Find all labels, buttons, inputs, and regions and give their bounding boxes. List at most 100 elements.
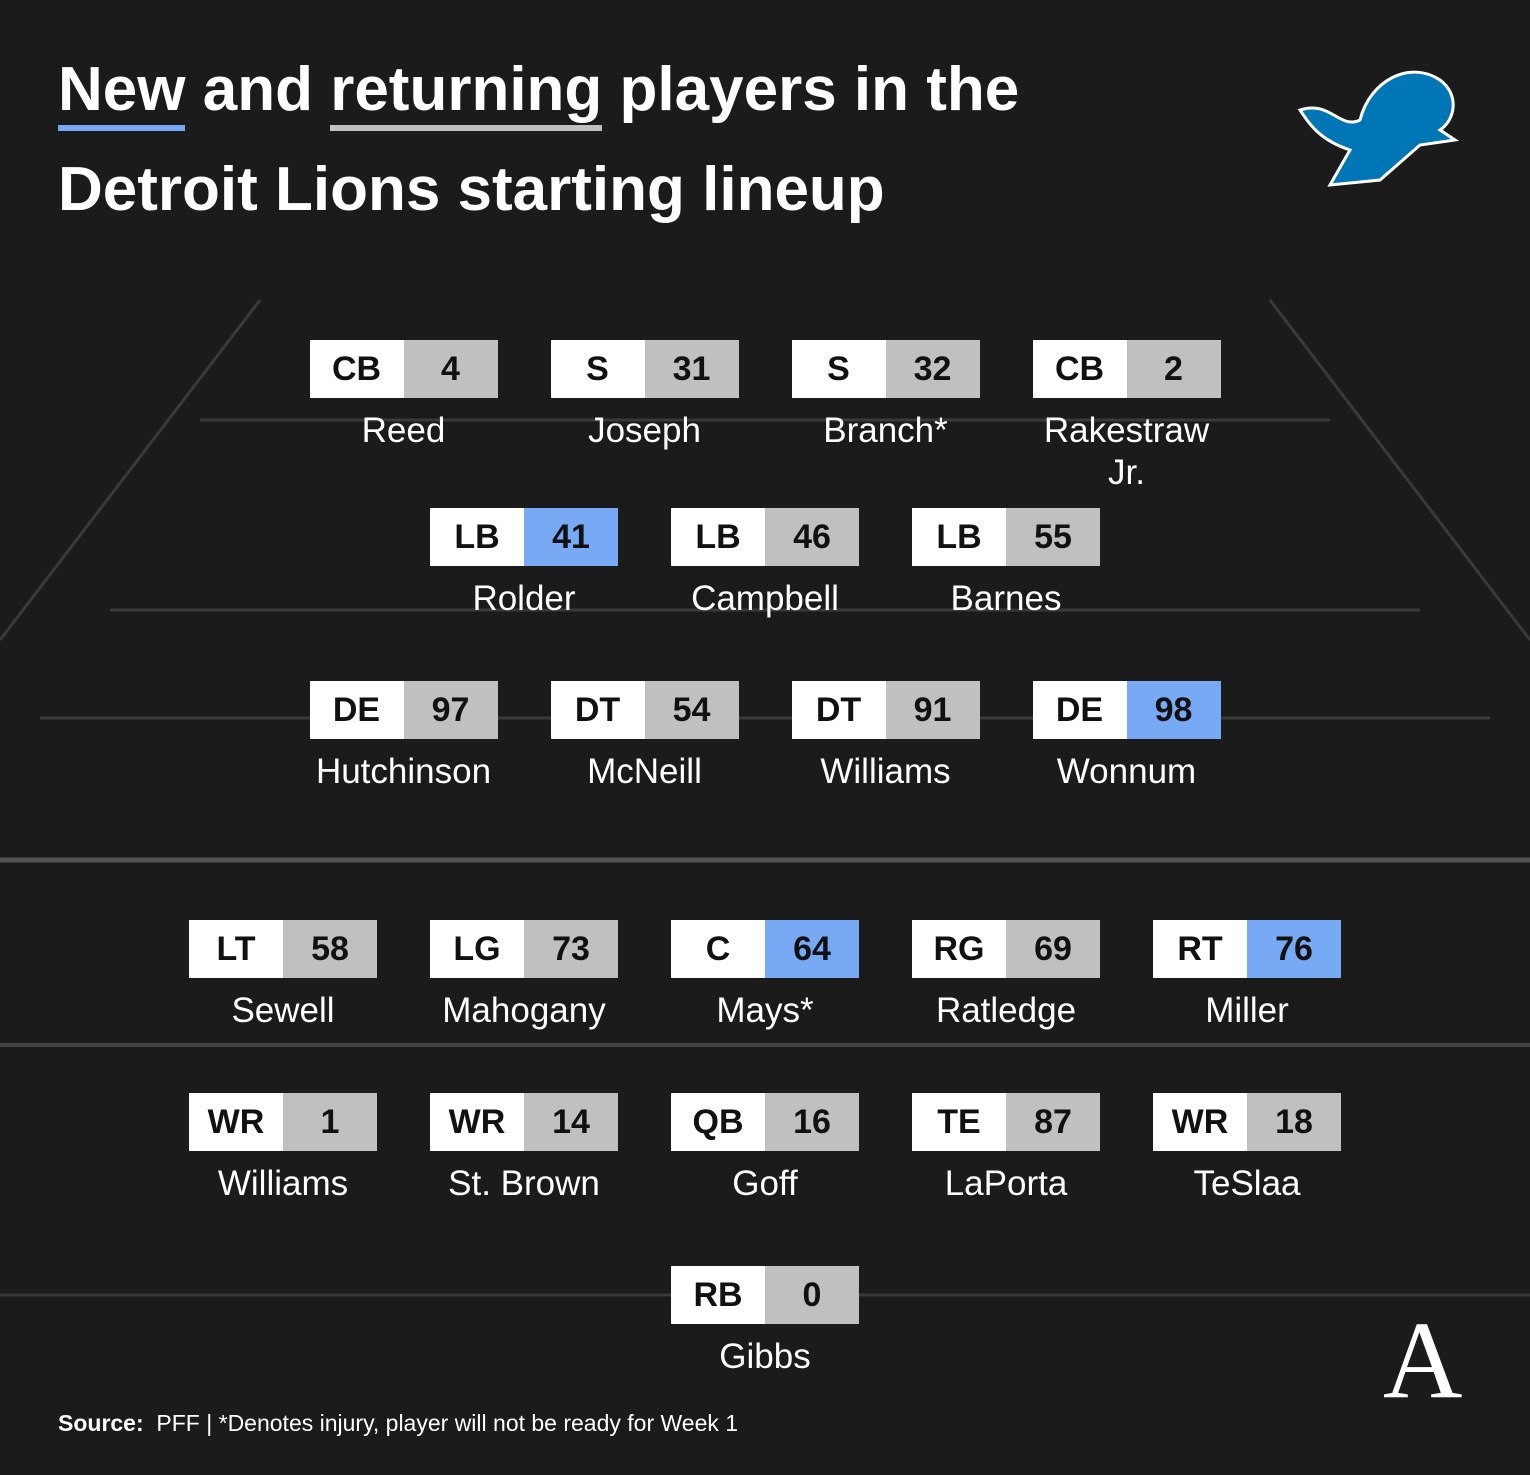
player-name: Ratledge bbox=[935, 991, 1077, 1030]
player-name: Branch* bbox=[823, 411, 948, 450]
jersey-number: 16 bbox=[765, 1093, 859, 1151]
jersey-number: 98 bbox=[1126, 681, 1221, 739]
jersey-number: 64 bbox=[765, 920, 859, 978]
title-returning: returning bbox=[330, 55, 603, 131]
position: TE bbox=[912, 1093, 1006, 1151]
player-badge: LB 41 bbox=[430, 508, 618, 566]
player-badge: DE 97 bbox=[309, 681, 498, 739]
position: LT bbox=[189, 920, 283, 978]
jersey-number: 73 bbox=[524, 920, 618, 978]
position: S bbox=[550, 340, 645, 398]
position: DE bbox=[309, 681, 404, 739]
jersey-number: 55 bbox=[1006, 508, 1100, 566]
position: QB bbox=[671, 1093, 765, 1151]
player-name: LaPorta bbox=[944, 1164, 1068, 1203]
player-badge: LB 55 bbox=[912, 508, 1100, 566]
source-label: Source: bbox=[58, 1410, 144, 1436]
jersey-number: 46 bbox=[765, 508, 859, 566]
position: LB bbox=[430, 508, 524, 566]
player-name: Miller bbox=[1205, 991, 1289, 1030]
player-badge: LG 73 bbox=[430, 920, 618, 978]
jersey-number: 58 bbox=[283, 920, 377, 978]
player-name: Mahogany bbox=[442, 991, 606, 1030]
player-badge: WR 1 bbox=[189, 1093, 377, 1151]
player-name: St. Brown bbox=[448, 1164, 600, 1203]
jersey-number: 91 bbox=[885, 681, 980, 739]
position: WR bbox=[1153, 1093, 1247, 1151]
player-name: TeSlaa bbox=[1193, 1164, 1301, 1203]
player-name: Rolder bbox=[472, 579, 576, 618]
player-name: Hutchinson bbox=[315, 752, 492, 791]
player-name: Wonnum bbox=[1056, 752, 1197, 791]
jersey-number: 97 bbox=[403, 681, 498, 739]
player-badge: CB 2 bbox=[1032, 340, 1221, 398]
player-name: Williams bbox=[217, 1164, 349, 1203]
player-badge: LB 46 bbox=[671, 508, 859, 566]
position: DE bbox=[1032, 681, 1127, 739]
player-name: Reed bbox=[361, 411, 446, 450]
position: WR bbox=[430, 1093, 524, 1151]
player-name: Mays* bbox=[716, 991, 814, 1030]
jersey-number: 0 bbox=[765, 1266, 859, 1324]
player-badge: DT 54 bbox=[550, 681, 739, 739]
player-name: Gibbs bbox=[719, 1337, 811, 1376]
player-badge: LT 58 bbox=[189, 920, 377, 978]
jersey-number: 2 bbox=[1126, 340, 1221, 398]
position: C bbox=[671, 920, 765, 978]
footer: Source: PFF | *Denotes injury, player wi… bbox=[58, 1410, 738, 1437]
player-badge: QB 16 bbox=[671, 1093, 859, 1151]
player-name: Williams bbox=[820, 752, 951, 791]
player-badge: RT 76 bbox=[1153, 920, 1341, 978]
player-name: Goff bbox=[732, 1164, 798, 1203]
position: RB bbox=[671, 1266, 765, 1324]
title-rest: players in the Detroit Lions starting li… bbox=[58, 55, 1020, 224]
position: CB bbox=[1032, 340, 1127, 398]
jersey-number: 14 bbox=[524, 1093, 618, 1151]
player-name: Barnes bbox=[950, 579, 1062, 618]
jersey-number: 41 bbox=[524, 508, 618, 566]
position: LB bbox=[671, 508, 765, 566]
position: CB bbox=[309, 340, 404, 398]
player-badge: WR 14 bbox=[430, 1093, 618, 1151]
jersey-number: 54 bbox=[644, 681, 739, 739]
player-badge: TE 87 bbox=[912, 1093, 1100, 1151]
player-name: Campbell bbox=[691, 579, 839, 618]
position: RT bbox=[1153, 920, 1247, 978]
title-new: New bbox=[58, 55, 186, 131]
jersey-number: 76 bbox=[1247, 920, 1341, 978]
position: LG bbox=[430, 920, 524, 978]
jersey-number: 31 bbox=[644, 340, 739, 398]
jersey-number: 1 bbox=[283, 1093, 377, 1151]
brand-mark: A bbox=[1383, 1299, 1463, 1421]
position: S bbox=[791, 340, 886, 398]
jersey-number: 32 bbox=[885, 340, 980, 398]
team-logo bbox=[1297, 70, 1460, 187]
player-badge: DE 98 bbox=[1032, 681, 1221, 739]
player-name: Sewell bbox=[231, 991, 335, 1030]
player-name: Joseph bbox=[588, 411, 701, 450]
title: New and returning players in the Detroit… bbox=[58, 40, 1138, 240]
player-badge: CB 4 bbox=[309, 340, 498, 398]
player-badge: S 32 bbox=[791, 340, 980, 398]
player-badge: S 31 bbox=[550, 340, 739, 398]
title-and: and bbox=[202, 55, 313, 124]
position: WR bbox=[189, 1093, 283, 1151]
position: RG bbox=[912, 920, 1006, 978]
player-badge: RB 0 bbox=[671, 1266, 859, 1324]
player-badge: DT 91 bbox=[791, 681, 980, 739]
player-badge: RG 69 bbox=[912, 920, 1100, 978]
jersey-number: 18 bbox=[1247, 1093, 1341, 1151]
source-text: PFF | *Denotes injury, player will not b… bbox=[156, 1410, 739, 1436]
player-badge: C 64 bbox=[671, 920, 859, 978]
jersey-number: 69 bbox=[1006, 920, 1100, 978]
player-name: McNeill bbox=[587, 752, 702, 791]
position: LB bbox=[912, 508, 1006, 566]
position: DT bbox=[791, 681, 886, 739]
jersey-number: 4 bbox=[403, 340, 498, 398]
player-name: Rakestraw Jr. bbox=[1043, 411, 1210, 492]
position: DT bbox=[550, 681, 645, 739]
jersey-number: 87 bbox=[1006, 1093, 1100, 1151]
player-badge: WR 18 bbox=[1153, 1093, 1341, 1151]
